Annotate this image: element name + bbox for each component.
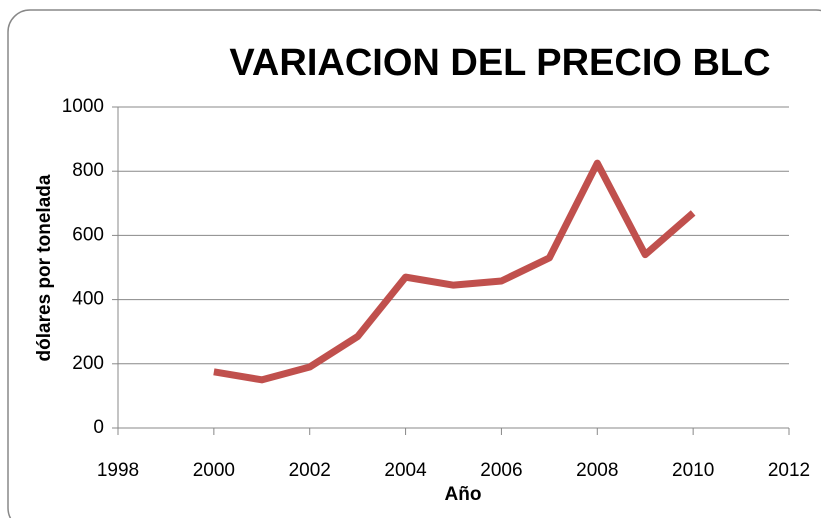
y-tick-label: 200: [72, 353, 104, 374]
x-tick-label: 2006: [480, 460, 522, 481]
x-tick-label: 2004: [384, 460, 427, 481]
data-line: [213, 159, 696, 384]
chart-frame: [7, 9, 821, 518]
x-tick-label: 2002: [289, 460, 331, 481]
x-tick-label: 2000: [193, 460, 235, 481]
x-tick-label: 2008: [576, 460, 618, 481]
y-tick-label: 1000: [62, 96, 104, 117]
y-tick-label: 400: [72, 289, 104, 310]
x-axis-label: Año: [445, 484, 482, 505]
chart-title: VARIACION DEL PRECIO BLC: [229, 42, 770, 84]
y-tick-label: 0: [93, 417, 104, 438]
y-tick-label: 800: [72, 160, 104, 181]
y-axis-label: dólares por tonelada: [34, 174, 55, 361]
x-tick-label: 1998: [97, 460, 139, 481]
x-tick-label: 2010: [672, 460, 714, 481]
y-tick-label: 600: [72, 224, 104, 245]
x-tick-label: 2012: [768, 460, 810, 481]
